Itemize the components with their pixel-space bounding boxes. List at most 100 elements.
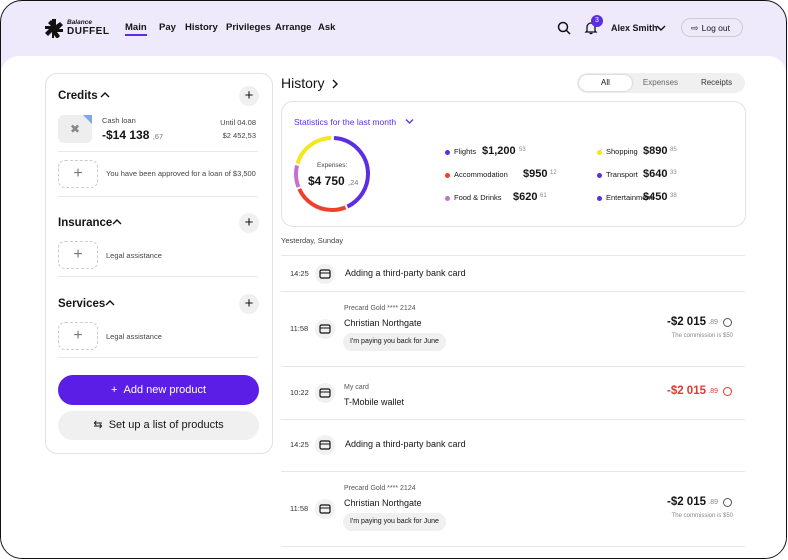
commission: The commission is $50 [671,512,733,519]
section-title[interactable]: Insurance [58,217,113,229]
section-title[interactable]: Services [58,298,106,310]
transaction-row[interactable] [281,291,745,367]
category-name: Entertainment [606,193,653,202]
cents: ,24 [348,178,359,187]
transaction-row[interactable] [281,419,745,472]
add-placeholder[interactable]: + [58,241,98,269]
amount: $4 750 [308,174,345,188]
chevron [405,119,414,124]
card-icon [315,382,335,403]
amount: -$14 138 [102,128,150,142]
legend-dot [597,173,602,178]
status-icon [723,386,732,396]
legend-dot [597,196,602,201]
notification-badge: 3 [591,15,603,27]
transaction-row[interactable] [281,471,745,547]
setup-list-button[interactable]: ⇆ Set up a list of products [58,411,259,440]
category-name: Accommodation [454,170,508,179]
transaction-time: 11:58 [290,503,309,513]
tab[interactable]: Receipts [700,78,733,87]
transaction-cents: .89 [708,498,718,506]
transaction-row[interactable] [281,366,745,420]
category-amount: $890 [643,145,668,157]
transaction-row[interactable] [281,256,745,292]
status-icon [723,317,732,327]
stats-title[interactable]: Statistics for the last month [294,117,397,127]
legend-dot [597,150,602,155]
transaction-amount: -$2 015 [666,384,706,397]
logout-label: Log out [701,23,730,33]
chevron [656,25,666,31]
card-name: Precard Gold **** 2124 [344,485,416,492]
legend-dot [445,196,450,201]
button-label: Add new product [123,384,207,396]
tab[interactable]: Expenses [642,78,679,87]
category-cents: 38 [670,193,677,199]
cents: ,67 [152,132,164,141]
category-name: Food & Drinks [454,193,502,202]
category-name: Shopping [606,147,638,156]
products-card [45,73,273,454]
item-name: Legal assistance [106,332,162,341]
transaction-title: Christian Northgate [344,498,422,508]
donut-chart [294,136,370,212]
category-cents: 61 [540,193,547,199]
transaction-time: 10:22 [290,387,309,397]
nav-link[interactable]: History [185,22,218,33]
add-button[interactable]: + [239,213,259,233]
category-amount: $950 [523,168,548,180]
expenses-label: Expenses: [317,162,348,169]
add-button[interactable]: + [239,86,259,106]
add-placeholder[interactable]: + [58,160,98,188]
loan-icon: ✖ [58,115,92,143]
nav-link[interactable]: Main [125,22,147,36]
card-icon [315,435,335,455]
content-panel [1,56,786,558]
loan-amount: -$14 138 ,67 [102,128,163,142]
card-name: My card [344,384,369,391]
category-amount: $640 [643,168,668,180]
brand: DUFFEL [67,26,110,37]
category-name: Transport [606,170,638,179]
status-icon [723,497,732,507]
transaction-title: Adding a third-party bank card [345,267,466,278]
category-amount: $620 [513,191,538,203]
day-label: Yesterday, Sunday [281,236,344,245]
add-placeholder[interactable]: + [58,322,98,350]
transaction-time: 14:25 [290,440,309,449]
category-cents: 33 [670,170,677,176]
logout-button[interactable]: ⇨ Log out [681,18,743,37]
transaction-title: T-Mobile wallet [344,397,405,407]
transaction-title: Adding a third-party bank card [345,439,466,449]
nav-link[interactable]: Pay [159,22,176,33]
transaction-time: 14:25 [290,268,309,278]
category-cents: 85 [670,147,677,153]
card-name: Precard Gold **** 2124 [344,305,416,312]
search-icon[interactable] [557,21,571,35]
card-icon [315,263,335,284]
expenses-total: $4 750 ,24 [308,174,358,188]
history-title[interactable]: History [281,75,325,91]
category-amount: $1,200 [482,145,516,157]
logo-icon [45,19,63,38]
nav-link[interactable]: Privileges [226,22,271,33]
category-cents: 53 [519,147,526,153]
add-product-button[interactable]: + Add new product [58,375,259,405]
transaction-cents: .89 [708,387,718,395]
chevron [105,300,115,306]
tab[interactable]: All [579,75,632,91]
nav-link[interactable]: Ask [318,22,336,33]
transaction-amount: -$2 015 [666,315,706,328]
nav-link[interactable]: Arrange [275,22,312,33]
chevron [112,219,122,225]
loan-offer: You have been approved for a loan of $3,… [106,169,256,178]
transaction-cents: .89 [708,318,718,326]
section-title[interactable]: Credits [58,90,98,102]
category-amount: $450 [643,191,668,203]
commission: The commission is $50 [671,332,733,339]
add-button[interactable]: + [239,294,259,314]
user-name[interactable]: Alex Smith [611,23,658,33]
legend-dot [445,150,450,155]
chevron [100,92,110,98]
